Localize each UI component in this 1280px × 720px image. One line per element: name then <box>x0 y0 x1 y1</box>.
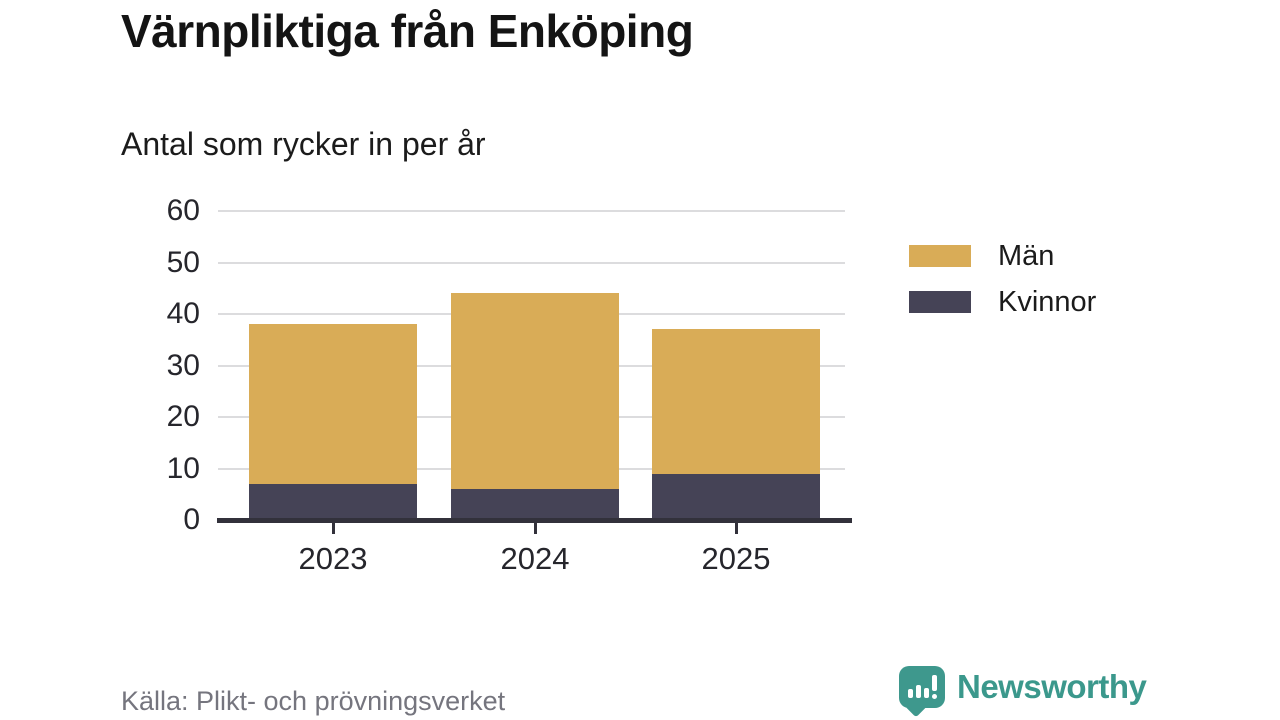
legend-label: Kvinnor <box>998 285 1097 318</box>
x-axis-line <box>217 518 852 523</box>
chart-title: Värnpliktiga från Enköping <box>121 5 694 57</box>
y-tick-label: 10 <box>166 451 200 485</box>
x-axis-tick-2023 <box>331 522 335 534</box>
bar-segment-män-2024 <box>451 293 619 490</box>
y-tick-label: 40 <box>166 297 200 330</box>
y-tick-label: 60 <box>166 194 200 227</box>
x-axis-tick-2024 <box>533 522 537 534</box>
brand-wordmark: Newsworthy <box>957 668 1147 705</box>
chart-subtitle: Antal som rycker in per år <box>121 126 486 162</box>
logo-exclamation-stem <box>932 675 937 691</box>
logo-bar-3 <box>924 688 929 698</box>
bar-segment-kvinnor-2023 <box>249 483 417 520</box>
legend-item-män: Män <box>909 240 1096 272</box>
chart-legend: Män Kvinnor <box>909 240 1096 335</box>
logo-exclamation-dot <box>932 694 937 699</box>
x-tick-label: 2024 <box>500 541 570 576</box>
x-axis-tick-2025 <box>734 522 738 534</box>
bar-segment-män-2025 <box>652 329 820 474</box>
bar-segment-kvinnor-2025 <box>652 473 820 520</box>
y-tick-label: 50 <box>166 245 200 279</box>
legend-swatch <box>909 291 971 313</box>
legend-swatch <box>909 245 971 267</box>
legend-item-kvinnor: Kvinnor <box>909 286 1096 318</box>
legend-label: Män <box>998 239 1055 272</box>
newsworthy-logo-icon <box>899 666 945 718</box>
source-note: Källa: Plikt- och prövningsverket <box>121 686 506 716</box>
bar-segment-kvinnor-2024 <box>451 489 619 520</box>
y-tick-label: 30 <box>166 348 200 382</box>
x-tick-label: 2025 <box>701 541 771 576</box>
gridline-50 <box>218 261 845 264</box>
gridline-60 <box>218 210 845 212</box>
logo-bar-2 <box>916 685 921 698</box>
bar-segment-män-2023 <box>249 324 417 484</box>
y-tick-label: 20 <box>166 400 200 433</box>
y-tick-label: 0 <box>183 503 200 536</box>
logo-bar-1 <box>908 689 913 698</box>
x-tick-label: 2023 <box>298 541 368 576</box>
